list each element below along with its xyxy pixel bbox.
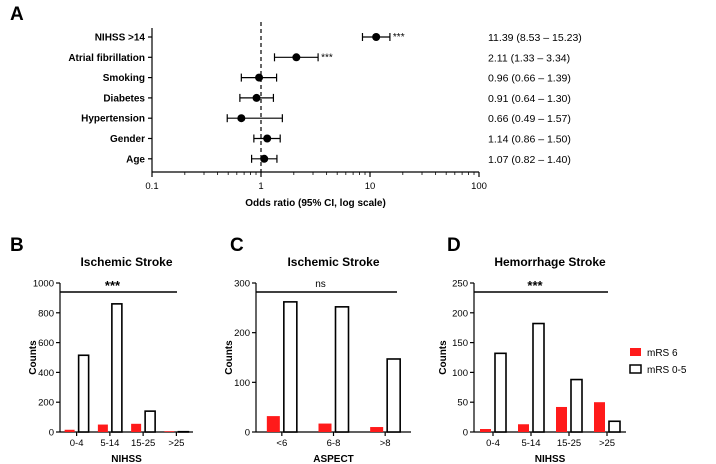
- panel-b-bar-mrs6: [131, 423, 142, 432]
- forest-x-axis-label: Odds ratio (95% CI, log scale): [245, 198, 386, 209]
- panel-d-x-axis-label: NIHSS: [535, 454, 566, 464]
- forest-significance: ***: [393, 32, 405, 43]
- panel-b-x-tick-label: 0-4: [70, 438, 84, 449]
- panel-c-bar-mrs6: [266, 416, 280, 432]
- forest-row-label: Age: [126, 154, 145, 165]
- panel-b-x-tick-label: >25: [168, 438, 184, 449]
- panel-b-bar-mrs05: [144, 410, 156, 433]
- panel-b-title: Ischemic Stroke: [80, 255, 172, 269]
- panel-b-significance: ***: [105, 278, 121, 293]
- panel-b-x-tick-label: 5-14: [100, 438, 119, 449]
- panel-d-x-tick-label: 0-4: [486, 438, 500, 449]
- panel-b-x-axis-label: NIHSS: [111, 454, 142, 464]
- forest-row-label: Diabetes: [103, 93, 145, 104]
- forest-ci-text: 1.14 (0.86 – 1.50): [488, 134, 571, 146]
- panel-c-bar-mrs05: [334, 306, 350, 433]
- panel-c-bar-mrs6: [318, 423, 332, 432]
- legend-swatch-mrs05: [629, 364, 642, 374]
- forest-x-tick-label: 10: [365, 181, 376, 192]
- panel-label-d: D: [447, 235, 461, 256]
- panel-d-x-tick-label: 5-14: [521, 438, 540, 449]
- legend-swatch-mrs6: [630, 348, 641, 356]
- panel-c-bar-mrs05: [386, 358, 401, 433]
- panel-d-bar-mrs6: [594, 402, 605, 432]
- forest-point: [372, 33, 381, 41]
- forest-row-label: Atrial fibrillation: [68, 53, 145, 64]
- forest-point: [255, 73, 264, 82]
- forest-row-label: Gender: [110, 134, 145, 145]
- panel-d-y-axis-label: Counts: [438, 340, 449, 375]
- forest-row-label: Hypertension: [81, 114, 145, 125]
- panel-c-y-tick-label: 100: [234, 378, 250, 389]
- panel-d-title: Hemorrhage Stroke: [494, 255, 606, 269]
- legend-label-mrs05: mRS 0-5: [647, 365, 687, 376]
- panel-d-bar-mrs6: [480, 429, 491, 432]
- forest-x-tick-label: 1: [258, 181, 263, 192]
- panel-label-c: C: [230, 235, 244, 256]
- panel-c-title: Ischemic Stroke: [287, 255, 379, 269]
- forest-ci-text: 1.07 (0.82 – 1.40): [488, 154, 571, 166]
- panel-d-x-tick-label: >25: [599, 438, 615, 449]
- panel-d-bar-mrs05: [608, 420, 621, 433]
- forest-ci-text: 0.66 (0.49 – 1.57): [488, 113, 571, 125]
- panel-d-bar-mrs6: [518, 424, 529, 432]
- forest-point: [292, 53, 301, 62]
- panel-c-bar-mrs05: [283, 301, 298, 433]
- panel-d-bar-mrs05: [570, 378, 583, 433]
- panel-c-bar-mrs6: [370, 427, 384, 432]
- forest-point: [263, 134, 272, 143]
- panel-d-significance: ***: [527, 278, 543, 293]
- panel-b-bar-mrs6: [97, 424, 108, 432]
- panel-d-y-tick-label: 200: [452, 308, 468, 319]
- panel-b-bar-mrs6: [164, 431, 175, 432]
- panel-d-y-tick-label: 250: [452, 279, 468, 290]
- forest-row-label: Smoking: [103, 73, 145, 84]
- panel-b-y-axis-label: Counts: [28, 340, 39, 375]
- panel-d-x-tick-label: 15-25: [557, 438, 581, 449]
- panel-b-x-tick-label: 15-25: [131, 438, 155, 449]
- panel-b-bar-mrs05: [111, 303, 123, 433]
- panel-c-significance: ns: [315, 279, 326, 290]
- panel-b-y-tick-label: 0: [49, 428, 54, 439]
- panel-label-a: A: [10, 4, 24, 25]
- panel-c-x-axis-label: ASPECT: [313, 454, 354, 464]
- panel-d-y-tick-label: 100: [452, 368, 468, 379]
- panel-b-bar-mrs6: [64, 429, 75, 432]
- panel-b-bar-mrs05: [77, 354, 90, 433]
- panel-c-x-tick-label: >8: [380, 438, 391, 449]
- panel-b-y-tick-label: 600: [38, 338, 54, 349]
- panel-c-x-tick-label: 6-8: [327, 438, 341, 449]
- panel-d-bar-mrs05: [532, 322, 545, 433]
- panel-b-y-tick-label: 400: [38, 368, 54, 379]
- forest-ci-text: 11.39 (8.53 – 15.23): [488, 32, 582, 44]
- forest-significance: ***: [321, 52, 333, 63]
- panel-c-y-tick-label: 0: [245, 428, 250, 439]
- forest-ci-text: 0.91 (0.64 – 1.30): [488, 93, 571, 105]
- panel-c-y-tick-label: 300: [234, 279, 250, 290]
- panel-c-y-tick-label: 200: [234, 328, 250, 339]
- panel-b-y-tick-label: 1000: [33, 279, 54, 290]
- panel-d-bar-mrs05: [494, 352, 507, 433]
- forest-point: [260, 154, 269, 163]
- panel-label-b: B: [10, 235, 24, 256]
- panel-c-y-axis-label: Counts: [224, 340, 235, 375]
- forest-point: [252, 93, 261, 102]
- panel-d-y-tick-label: 150: [452, 338, 468, 349]
- legend-label-mrs6: mRS 6: [647, 348, 678, 359]
- forest-row-label: NIHSS >14: [95, 33, 146, 44]
- panel-b-y-tick-label: 800: [38, 308, 54, 319]
- forest-ci-text: 0.96 (0.66 – 1.39): [488, 73, 571, 85]
- forest-x-tick-label: 0.1: [145, 181, 158, 192]
- forest-point: [237, 114, 246, 123]
- forest-ci-text: 2.11 (1.33 – 3.34): [488, 52, 570, 64]
- panel-d-y-tick-label: 50: [457, 398, 468, 409]
- forest-x-tick-label: 100: [471, 181, 487, 192]
- panel-d-y-tick-label: 0: [463, 428, 468, 439]
- panel-c-x-tick-label: <6: [276, 438, 287, 449]
- panel-d-bar-mrs6: [556, 406, 567, 432]
- panel-b-y-tick-label: 200: [38, 398, 54, 409]
